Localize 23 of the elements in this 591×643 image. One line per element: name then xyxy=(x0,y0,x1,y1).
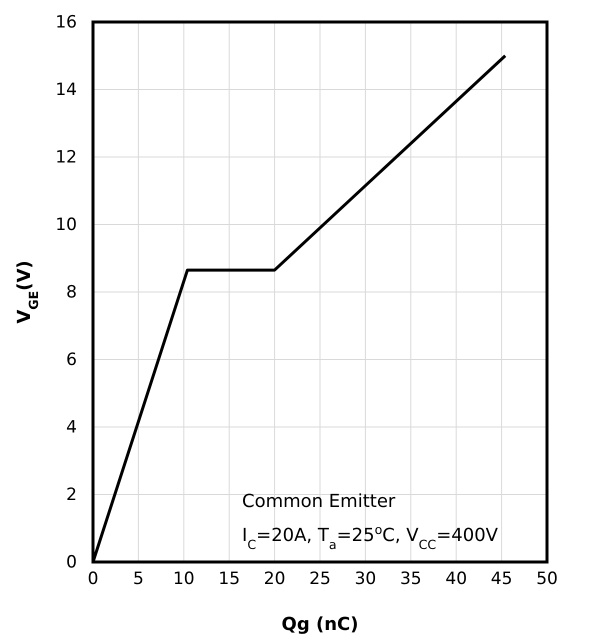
annotation: Common Emitter xyxy=(242,491,396,512)
x-tick-label: 15 xyxy=(218,569,240,590)
y-tick-label: 6 xyxy=(66,350,77,370)
x-tick-label: 35 xyxy=(400,569,422,590)
x-tick-label: 30 xyxy=(354,569,376,590)
x-tick-label: 10 xyxy=(172,569,195,590)
x-tick-label: 25 xyxy=(309,569,331,590)
y-tick-label: 8 xyxy=(66,282,77,302)
y-tick-label: 16 xyxy=(55,12,77,32)
y-tick-label: 12 xyxy=(55,147,77,168)
x-tick-label: 50 xyxy=(536,569,558,590)
y-tick-label: 10 xyxy=(55,214,77,235)
y-tick-label: 4 xyxy=(66,417,77,438)
text: I$_{C}$=20A, T$_{a}$=25$^{o}$C, V$_{CC}$=400V xyxy=(242,522,498,552)
y-tick-label: 14 xyxy=(55,80,77,100)
x-tick-label: 0 xyxy=(88,569,98,590)
y-tick-label: 2 xyxy=(66,484,77,505)
x-axis-title: Qg (nC) xyxy=(282,614,358,635)
x-tick-label: 20 xyxy=(264,569,286,590)
x-tick-label: 45 xyxy=(490,569,512,590)
x-tick-label: 40 xyxy=(445,569,468,590)
y-tick-label: 0 xyxy=(66,552,77,572)
x-tick-label: 5 xyxy=(132,569,144,590)
